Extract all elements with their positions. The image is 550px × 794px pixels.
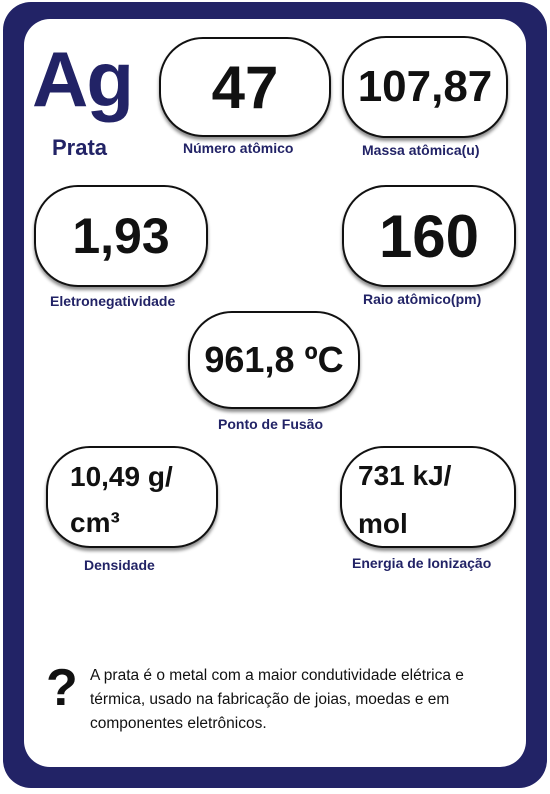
- atomic-number-label: Número atômico: [183, 140, 294, 156]
- atomic-radius-box: 160: [342, 185, 516, 287]
- atomic-radius-label: Raio atômico(pm): [363, 291, 482, 307]
- ionization-energy-value-line1: 731 kJ/: [358, 460, 452, 491]
- atomic-radius-value: 160: [378, 202, 480, 270]
- electronegativity-box: 1,93: [34, 185, 208, 287]
- melting-point-box: 961,8 ºC: [188, 311, 360, 409]
- atomic-mass-value: 107,87: [357, 62, 493, 111]
- melting-point-label: Ponto de Fusão: [218, 416, 323, 432]
- element-symbol: Ag: [32, 35, 134, 123]
- density-label: Densidade: [84, 557, 155, 573]
- electronegativity-value: 1,93: [72, 208, 170, 264]
- question-mark-icon: ?: [46, 659, 78, 717]
- ionization-energy-box: 731 kJ/ mol: [340, 446, 516, 548]
- density-value-line1: 10,49 g/: [70, 461, 173, 492]
- fun-fact-text: A prata é o metal com a maior condutivid…: [90, 667, 464, 732]
- ionization-energy-label: Energia de Ionização: [352, 555, 492, 571]
- atomic-number-box: 47: [159, 37, 331, 137]
- electronegativity-label: Eletronegatividade: [50, 293, 176, 309]
- atomic-mass-label: Massa atômica(u): [362, 142, 480, 158]
- ionization-energy-value-line2: mol: [358, 508, 408, 539]
- melting-point-value: 961,8 ºC: [204, 339, 344, 380]
- element-name: Prata: [52, 135, 108, 160]
- density-value-line2: cm³: [70, 507, 120, 538]
- atomic-mass-box: 107,87: [342, 36, 508, 138]
- atomic-number-value: 47: [211, 53, 279, 121]
- density-box: 10,49 g/ cm³: [46, 446, 218, 548]
